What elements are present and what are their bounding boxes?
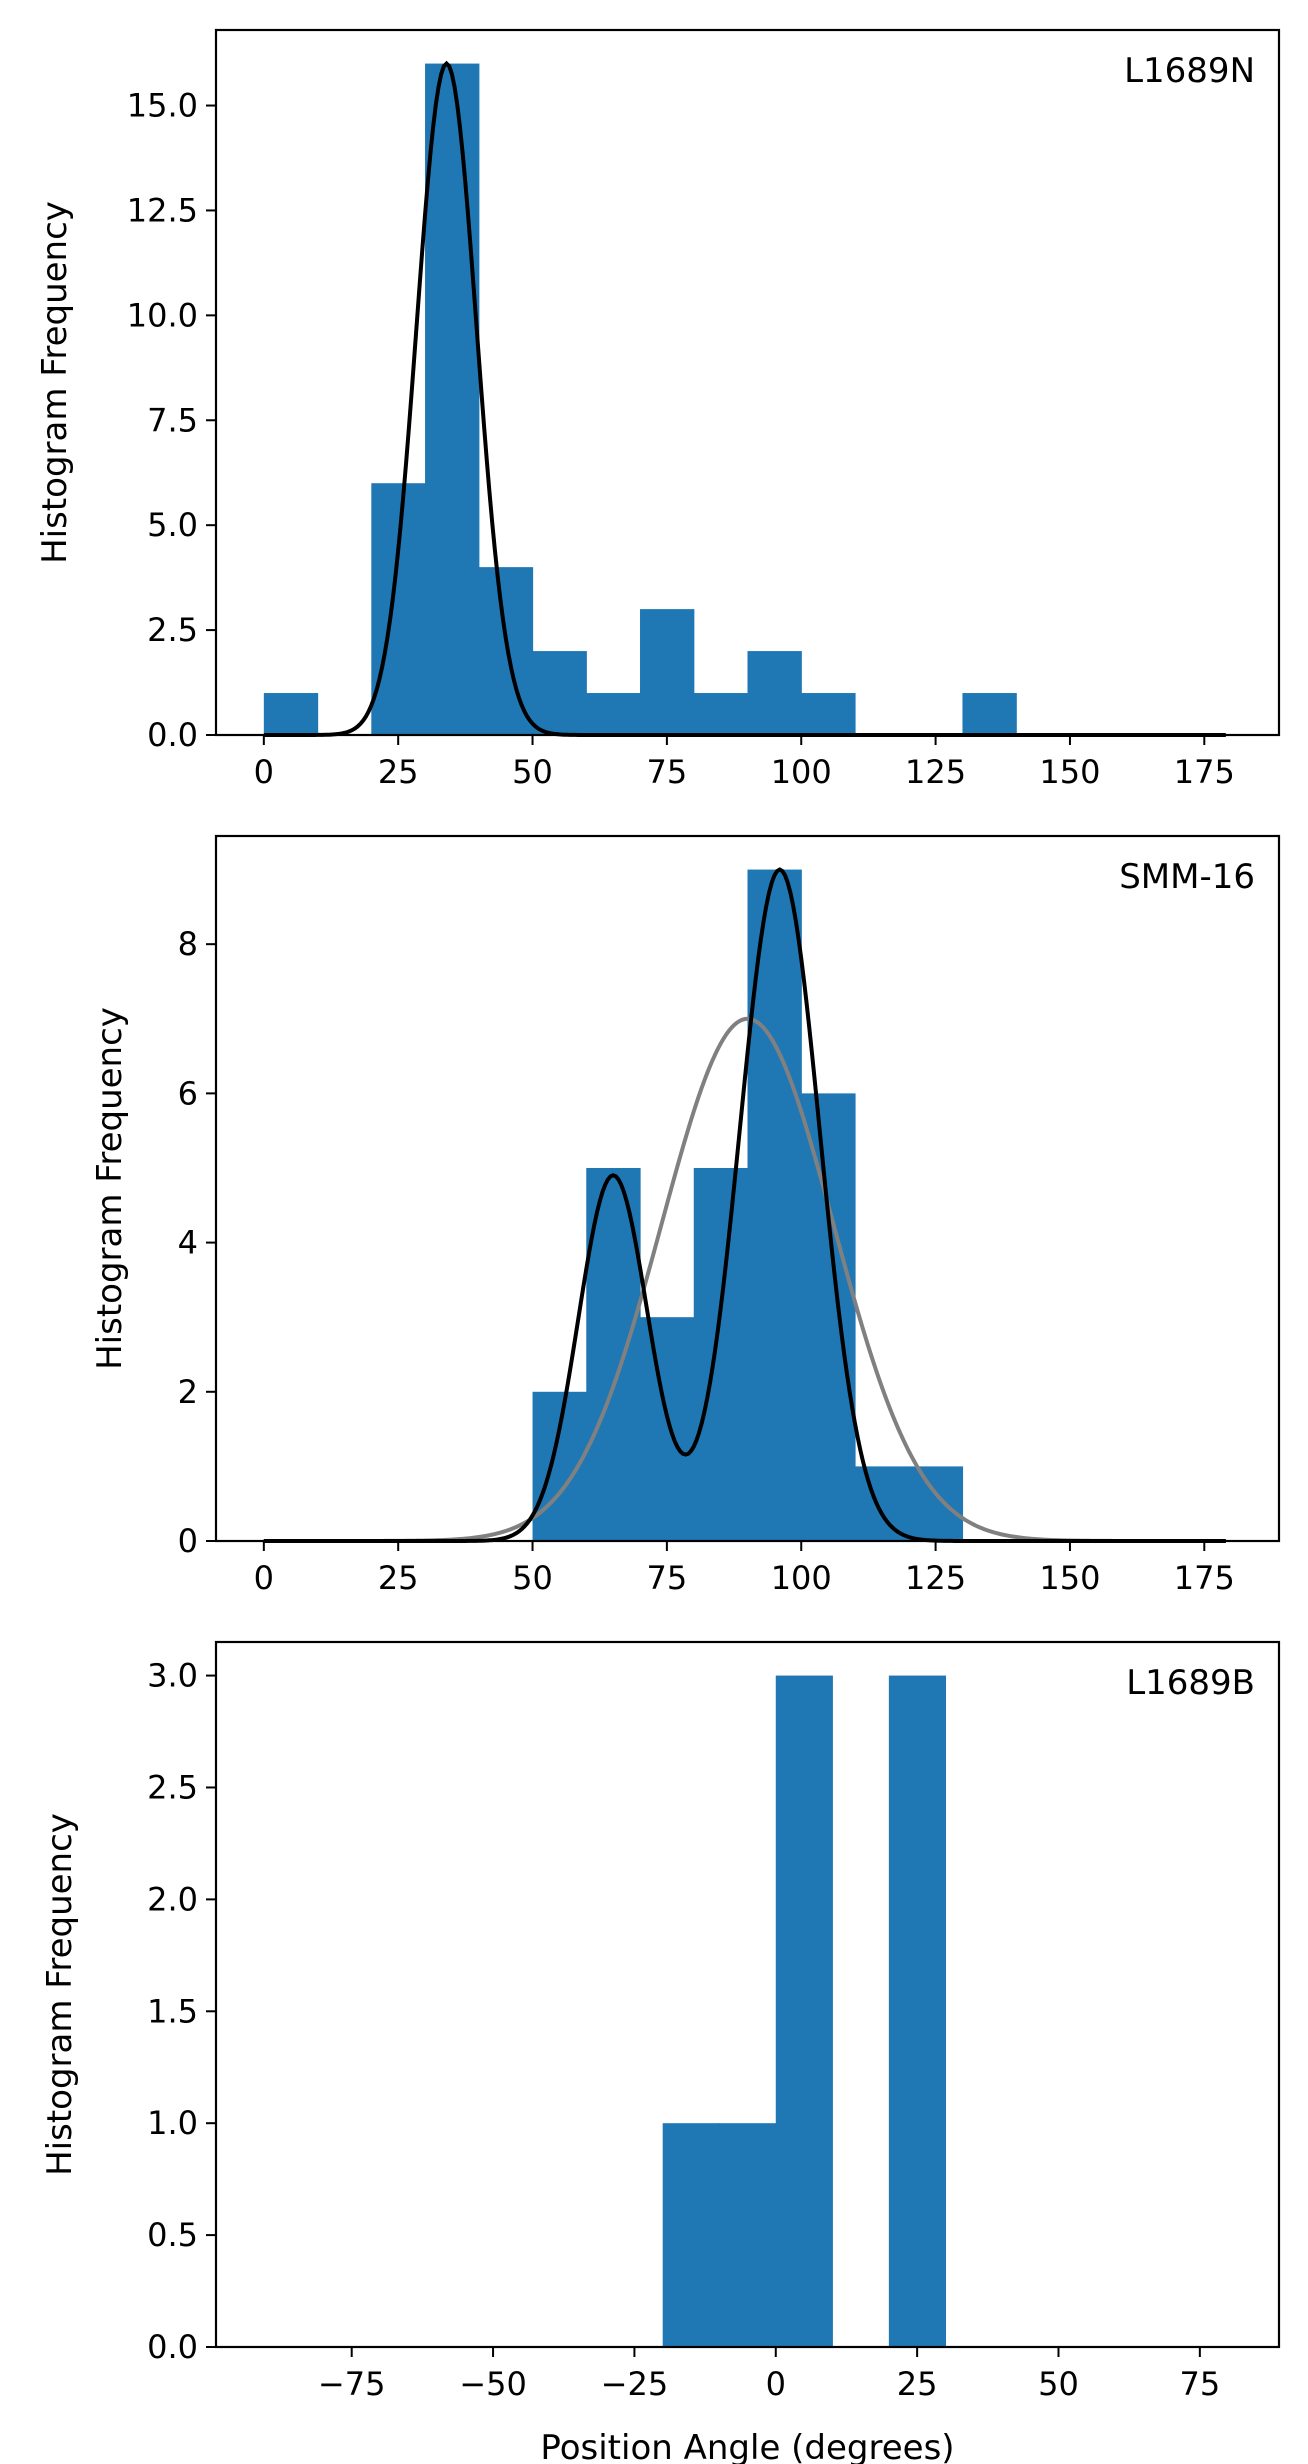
histogram-bar — [263, 693, 319, 735]
histogram-bar — [801, 1093, 856, 1541]
histogram-bar — [719, 2123, 777, 2347]
histogram-bar — [640, 609, 695, 735]
histogram-bar — [854, 1466, 910, 1541]
histogram-bar — [693, 1167, 749, 1541]
x-tick-label: 150 — [1039, 1559, 1100, 1597]
y-tick-label: 12.5 — [127, 191, 198, 229]
y-tick-label: 0.0 — [147, 2328, 198, 2366]
x-tick-label: 75 — [1179, 2365, 1220, 2403]
y-tick-label: 6 — [178, 1074, 198, 1112]
x-tick-label: 50 — [1038, 2365, 1079, 2403]
y-tick-label: 2.5 — [147, 1768, 198, 1806]
histogram-bar — [747, 651, 802, 735]
panel-l1689n: 0 25 50 75 100 125 150 175 0.0 2.5 5.0 7.5 10.0 12.5 1… — [35, 28, 1281, 791]
x-tick-label: −25 — [601, 2365, 669, 2403]
x-tick-label: 125 — [905, 1559, 966, 1597]
y-tick-label: 0.5 — [147, 2216, 198, 2254]
x-tick-label: 175 — [1174, 753, 1235, 791]
histogram-bar — [371, 483, 426, 735]
x-tick-label: 50 — [512, 753, 553, 791]
y-tick-label: 2 — [178, 1373, 198, 1411]
plot-frame — [214, 1640, 1281, 2349]
histogram-bar — [662, 2123, 720, 2347]
x-tick-label: −75 — [318, 2365, 386, 2403]
x-axis-label: Position Angle (degrees) — [540, 2428, 954, 2464]
y-tick-label: 5.0 — [147, 506, 198, 544]
histogram-bar — [693, 693, 749, 735]
x-tick-label: 100 — [771, 753, 832, 791]
y-tick-label: 15.0 — [127, 87, 198, 125]
histogram-bar — [425, 63, 480, 735]
y-axis-label: Histogram Frequency — [90, 1007, 130, 1370]
y-axis-label: Histogram Frequency — [35, 201, 75, 564]
panel-l1689b: −75 −50 −25 0 25 50 75 0.0 0.5 1.0 1.5 2.0 2.5 3.0 His… — [40, 1640, 1281, 2464]
x-tick-label: 0 — [254, 1559, 274, 1597]
y-axis-label: Histogram Frequency — [40, 1813, 80, 2176]
x-tick-label: 100 — [771, 1559, 832, 1597]
x-tick-label: 0 — [254, 753, 274, 791]
x-tick-label: 75 — [647, 753, 688, 791]
x-tick-label: 25 — [378, 753, 419, 791]
plot-frame — [214, 834, 1281, 1543]
x-tick-label: 0 — [766, 2365, 786, 2403]
x-tick-label: 25 — [897, 2365, 938, 2403]
y-tick-label: 3.0 — [147, 1657, 198, 1695]
x-tick-label: 25 — [378, 1559, 419, 1597]
y-tick-label: 2.5 — [147, 611, 198, 649]
histogram-bar — [962, 693, 1017, 735]
y-tick-label: 1.5 — [147, 1992, 198, 2030]
histogram-bar — [640, 1317, 695, 1541]
panel-label: L1689B — [1126, 1663, 1255, 1703]
histogram-bar — [532, 651, 587, 735]
y-tick-label: 0.0 — [147, 716, 198, 754]
histogram-bar — [775, 1675, 833, 2347]
y-tick-label: 4 — [178, 1224, 198, 1262]
x-tick-label: 125 — [905, 753, 966, 791]
y-tick-label: 1.0 — [147, 2104, 198, 2142]
histogram-bar — [888, 1675, 946, 2347]
panel-smm-16: 0 25 50 75 100 125 150 175 0 2 4 6 8 Histogram Freque… — [90, 834, 1281, 1597]
x-tick-label: 175 — [1174, 1559, 1235, 1597]
plot-frame — [214, 28, 1281, 737]
x-tick-label: 150 — [1039, 753, 1100, 791]
x-tick-label: −50 — [459, 2365, 527, 2403]
x-tick-label: 50 — [512, 1559, 553, 1597]
panel-label: SMM-16 — [1119, 857, 1255, 897]
panel-label: L1689N — [1124, 51, 1255, 91]
histogram-bar — [586, 693, 641, 735]
y-tick-label: 8 — [178, 925, 198, 963]
y-tick-label: 7.5 — [147, 401, 198, 439]
x-tick-label: 75 — [647, 1559, 688, 1597]
y-tick-label: 10.0 — [127, 296, 198, 334]
histogram-bar — [908, 1466, 964, 1541]
histogram-bar — [801, 693, 856, 735]
y-tick-label: 0 — [178, 1522, 198, 1560]
y-tick-label: 2.0 — [147, 1880, 198, 1918]
